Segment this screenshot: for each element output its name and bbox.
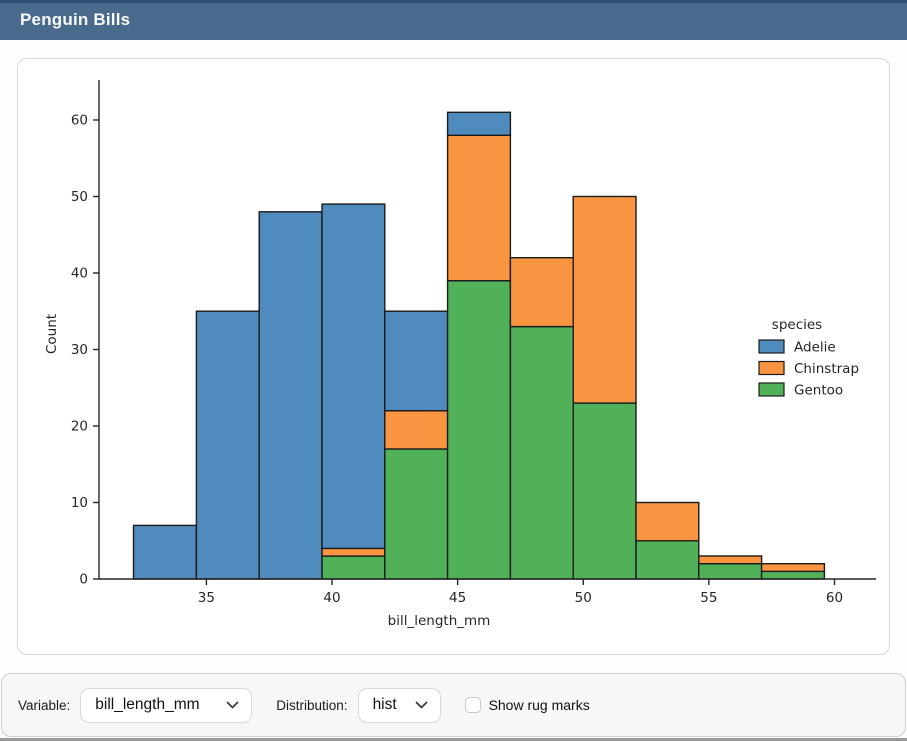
bar-segment-adelie bbox=[321, 203, 386, 550]
y-tick-label: 10 bbox=[71, 495, 88, 511]
y-tick-label: 30 bbox=[71, 342, 88, 358]
bar-segment-gentoo bbox=[446, 279, 512, 580]
bar-segment-gentoo bbox=[384, 448, 449, 580]
y-axis-label: Count bbox=[44, 314, 60, 354]
variable-select-value: bill_length_mm bbox=[95, 696, 200, 713]
chevron-down-icon bbox=[415, 701, 428, 710]
legend-swatch-gentoo bbox=[758, 382, 785, 397]
x-tick-label: 45 bbox=[449, 590, 466, 606]
show-rug-marks-label[interactable]: Show rug marks bbox=[488, 697, 590, 713]
variable-label: Variable: bbox=[18, 697, 71, 713]
x-tick-label: 60 bbox=[826, 590, 843, 606]
legend-label-adelie: Adelie bbox=[794, 340, 836, 356]
y-tick-label: 50 bbox=[71, 189, 88, 205]
chevron-down-icon bbox=[226, 701, 239, 710]
bar-segment-chinstrap bbox=[698, 555, 763, 565]
variable-select[interactable]: bill_length_mm bbox=[80, 687, 253, 723]
bar-segment-adelie bbox=[258, 211, 323, 580]
bar-segment-chinstrap bbox=[760, 563, 826, 573]
bar-segment-gentoo bbox=[760, 570, 826, 580]
x-tick-label: 55 bbox=[700, 590, 717, 606]
bar-segment-gentoo bbox=[509, 325, 574, 580]
distribution-select[interactable]: hist bbox=[357, 687, 441, 723]
histogram-chart: 35 40 45 50 55 60 0 10 20 30 40 50 60 bill_length_mm C… bbox=[44, 80, 876, 629]
x-axis-label: bill_length_mm bbox=[388, 613, 491, 629]
distribution-label: Distribution: bbox=[276, 697, 348, 713]
footer-controls-row: Variable: bill_length_mm Distribution: h… bbox=[2, 674, 905, 736]
bar-segment-adelie bbox=[446, 111, 512, 136]
bar-segment-chinstrap bbox=[446, 134, 512, 282]
bar-segment-adelie bbox=[384, 310, 449, 412]
bar-segment-chinstrap bbox=[384, 410, 449, 450]
y-tick-label: 0 bbox=[79, 572, 88, 588]
y-tick-label: 60 bbox=[71, 112, 88, 128]
chart-card: 35 40 45 50 55 60 0 10 20 30 40 50 60 bill_length_mm C… bbox=[17, 58, 890, 655]
x-tick-label: 40 bbox=[323, 590, 340, 606]
legend-title: species bbox=[772, 317, 822, 333]
y-tick-label: 20 bbox=[71, 418, 88, 434]
bar-segment-adelie bbox=[195, 310, 260, 580]
legend-swatch-chinstrap bbox=[758, 360, 785, 376]
bar-segment-chinstrap bbox=[572, 195, 637, 404]
legend-label-gentoo: Gentoo bbox=[794, 383, 843, 399]
distribution-select-value: hist bbox=[372, 696, 397, 713]
footer-toolbar: Variable: bill_length_mm Distribution: h… bbox=[1, 673, 906, 737]
x-tick-label: 35 bbox=[198, 590, 215, 606]
legend-swatch-adelie bbox=[758, 339, 785, 354]
show-rug-marks-checkbox[interactable] bbox=[464, 697, 481, 713]
bar-segment-chinstrap bbox=[635, 501, 700, 542]
legend-label-chinstrap: Chinstrap bbox=[794, 361, 859, 377]
bar-segment-gentoo bbox=[321, 555, 386, 580]
bar-segment-adelie bbox=[132, 524, 197, 580]
window-bottom-edge bbox=[0, 738, 907, 741]
bar-segment-chinstrap bbox=[509, 256, 574, 328]
page-title: Penguin Bills bbox=[20, 10, 131, 29]
bar-segment-chinstrap bbox=[321, 547, 386, 557]
app-header: Penguin Bills bbox=[0, 0, 907, 40]
bar-segment-gentoo bbox=[635, 540, 700, 580]
bar-segment-gentoo bbox=[572, 402, 637, 580]
bar-segment-gentoo bbox=[698, 563, 763, 580]
header-top-strip bbox=[0, 0, 907, 3]
y-tick-label: 40 bbox=[71, 265, 88, 281]
x-tick-label: 50 bbox=[575, 590, 592, 606]
